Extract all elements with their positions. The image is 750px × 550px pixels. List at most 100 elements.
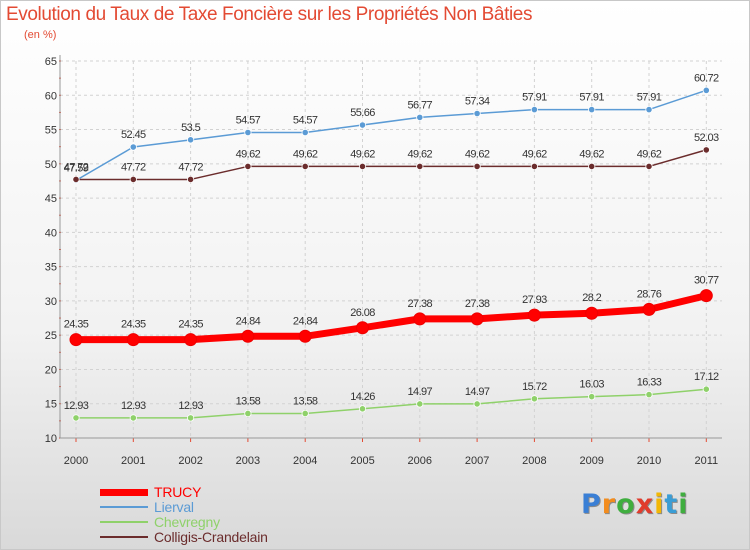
data-label: 47.72	[121, 161, 146, 173]
data-label: 17.12	[694, 371, 719, 383]
data-label: 49.62	[236, 148, 261, 160]
data-label: 24.35	[64, 319, 89, 331]
data-label: 28.76	[637, 288, 662, 300]
data-label: 52.03	[694, 132, 719, 144]
x-tick-label: 2010	[637, 455, 661, 467]
data-label: 60.72	[694, 72, 719, 84]
x-tick-label: 2008	[522, 455, 546, 467]
series-layer	[69, 86, 713, 422]
x-tick-label: 2004	[293, 455, 317, 467]
legend-swatch	[100, 536, 148, 538]
data-point	[473, 400, 481, 408]
data-point	[588, 162, 596, 171]
data-label: 30.77	[694, 275, 719, 287]
data-label: 57.34	[465, 96, 490, 108]
data-point	[301, 162, 309, 171]
series-line-lierval	[75, 89, 707, 181]
y-tick-label: 50	[45, 159, 57, 171]
data-point	[356, 321, 369, 335]
y-tick-label: 65	[45, 56, 57, 68]
data-label: 26.08	[350, 307, 375, 319]
x-tick-label: 2007	[465, 455, 489, 467]
data-label: 24.35	[121, 319, 146, 331]
chart-title: Evolution du Taux de Taxe Foncière sur l…	[6, 4, 533, 25]
data-label: 13.58	[293, 395, 318, 407]
logo-letter: r	[601, 489, 617, 520]
data-label: 28.2	[582, 292, 601, 304]
y-tick-label: 55	[45, 125, 57, 137]
data-point	[69, 333, 83, 347]
data-point	[413, 312, 427, 326]
data-point	[530, 162, 539, 171]
data-point	[72, 414, 80, 422]
series-line-chevregny	[76, 388, 707, 419]
data-label: 49.62	[408, 148, 433, 160]
logo-letter: o	[616, 489, 636, 520]
data-point	[358, 121, 367, 129]
y-tick-label: 40	[45, 227, 57, 239]
legend-item-chevregny: Chevregny	[100, 514, 340, 530]
y-tick-label: 15	[45, 399, 57, 411]
data-point	[702, 86, 710, 94]
legend-label: Lierval	[154, 499, 194, 515]
data-point	[527, 308, 541, 322]
data-label: 16.03	[579, 379, 604, 391]
x-tick-label: 2011	[694, 455, 718, 467]
data-label: 52.45	[121, 129, 146, 141]
logo-letter: i	[654, 489, 665, 520]
data-label: 24.35	[178, 319, 203, 331]
data-point	[642, 302, 656, 316]
data-label: 15.72	[522, 381, 547, 393]
data-point	[298, 329, 312, 343]
data-point	[588, 393, 596, 401]
data-point	[129, 414, 137, 422]
data-point	[645, 391, 653, 399]
data-point	[702, 385, 710, 393]
data-point	[530, 395, 539, 403]
x-tick-label: 2002	[178, 455, 202, 467]
grid-layer	[60, 60, 722, 439]
x-tick-label: 2005	[350, 455, 374, 467]
data-point	[473, 109, 481, 118]
legend: TRUCY Lierval Chevregny Colligis-Crandelain	[100, 484, 340, 545]
data-point	[473, 162, 481, 171]
data-point	[244, 409, 252, 418]
data-label: 49.62	[579, 148, 604, 160]
data-label: 49.62	[637, 148, 662, 160]
data-label: 57.91	[522, 92, 547, 104]
data-label: 56.77	[408, 99, 433, 111]
data-point	[645, 105, 653, 114]
series-line-colligis-crandelain	[76, 149, 707, 181]
data-label: 54.57	[293, 114, 318, 126]
y-tick-label: 20	[45, 364, 57, 376]
data-point	[184, 333, 198, 347]
data-label: 14.97	[465, 386, 490, 398]
data-point	[588, 105, 596, 114]
data-label: 12.93	[121, 400, 146, 412]
proxiti-logo: Proxiti	[581, 489, 689, 520]
data-point	[129, 143, 137, 151]
y-tick-label: 45	[45, 193, 57, 205]
data-label: 54.57	[236, 114, 261, 126]
data-label: 49.62	[522, 148, 547, 160]
x-tick-label: 2001	[121, 455, 145, 467]
data-label: 57.91	[637, 92, 662, 104]
data-point	[301, 128, 309, 137]
y-tick-label: 25	[45, 330, 57, 342]
legend-item-trucy: TRUCY	[100, 484, 340, 500]
data-label: 49.62	[350, 148, 375, 160]
data-label: 12.93	[64, 400, 89, 412]
data-label: 27.38	[465, 298, 490, 310]
data-label: 16.33	[637, 377, 662, 389]
data-label: 53.5	[181, 122, 200, 134]
data-point	[301, 409, 309, 418]
y-tick-label: 30	[45, 296, 57, 308]
data-label: 47.72	[178, 161, 203, 173]
x-tick-label: 2009	[579, 455, 603, 467]
data-point	[358, 162, 367, 171]
data-label: 49.62	[465, 148, 490, 160]
data-point	[241, 329, 255, 343]
legend-label: TRUCY	[154, 484, 202, 500]
logo-letter: x	[635, 489, 655, 520]
